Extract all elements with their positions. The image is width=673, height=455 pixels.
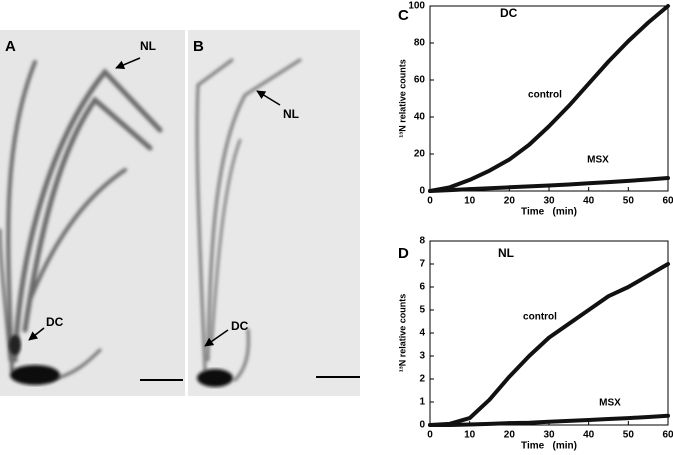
- image-label: DC: [46, 315, 64, 329]
- y-tick-label: 4: [419, 328, 425, 339]
- panel-label: D: [398, 245, 409, 262]
- x-tick-label: 30: [543, 430, 555, 441]
- x-tick-label: 20: [504, 196, 516, 207]
- y-tick-label: 6: [419, 282, 425, 293]
- series-label: MSX: [599, 398, 621, 409]
- chart-title: NL: [498, 246, 514, 260]
- data-line: [428, 4, 670, 193]
- y-tick-label: 8: [419, 236, 425, 247]
- data-line: [428, 262, 670, 427]
- image-label: NL: [283, 107, 299, 121]
- x-tick-label: 40: [583, 430, 595, 441]
- panel-label: A: [5, 38, 16, 55]
- x-tick-label: 60: [662, 430, 673, 441]
- y-tick-label: 7: [419, 259, 425, 270]
- y-tick-label: 60: [414, 75, 426, 86]
- y-tick-label: 3: [419, 351, 425, 362]
- x-axis-label: Time (min): [521, 207, 577, 218]
- x-tick-label: 30: [543, 196, 555, 207]
- x-tick-label: 50: [623, 430, 635, 441]
- x-axis-label: Time (min): [521, 441, 577, 452]
- y-tick-label: 100: [408, 1, 425, 12]
- y-axis-label: ¹³N relative counts: [397, 294, 407, 373]
- y-axis-label: ¹³N relative counts: [397, 59, 407, 138]
- autoradiograph-a: A NL DC: [0, 30, 185, 396]
- x-tick-label: 0: [427, 196, 433, 207]
- x-tick-label: 60: [662, 196, 673, 207]
- data-line: [428, 176, 670, 193]
- y-tick-label: 40: [414, 112, 426, 123]
- data-line: [428, 413, 670, 427]
- y-tick-label: 0: [419, 420, 425, 431]
- panel-label: B: [193, 38, 204, 55]
- chart-title: DC: [500, 6, 518, 20]
- x-tick-label: 40: [583, 196, 595, 207]
- y-tick-label: 20: [414, 149, 426, 160]
- series-label: control: [523, 312, 557, 323]
- x-tick-label: 50: [623, 196, 635, 207]
- series-label: MSX: [587, 155, 609, 166]
- x-tick-label: 10: [464, 430, 476, 441]
- series-label: control: [528, 90, 562, 101]
- y-tick-label: 0: [419, 186, 425, 197]
- x-tick-label: 20: [504, 430, 516, 441]
- y-tick-label: 2: [419, 374, 425, 385]
- y-tick-label: 1: [419, 397, 425, 408]
- panel-label: C: [398, 7, 409, 24]
- image-label: DC: [231, 319, 249, 333]
- x-tick-label: 10: [464, 196, 476, 207]
- plot-frame: [429, 240, 669, 426]
- y-tick-label: 5: [419, 305, 425, 316]
- image-label: NL: [140, 39, 156, 53]
- autoradiograph-b: B NL DC: [188, 30, 360, 396]
- y-tick-label: 80: [414, 38, 426, 49]
- x-tick-label: 0: [427, 430, 433, 441]
